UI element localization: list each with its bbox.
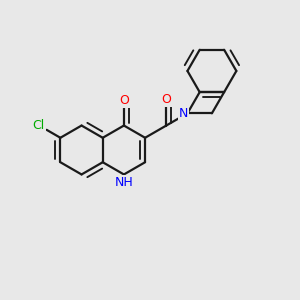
Text: N: N bbox=[179, 107, 188, 120]
Text: O: O bbox=[161, 93, 171, 106]
Text: O: O bbox=[119, 94, 129, 106]
Text: Cl: Cl bbox=[32, 118, 44, 132]
Text: NH: NH bbox=[115, 176, 133, 189]
